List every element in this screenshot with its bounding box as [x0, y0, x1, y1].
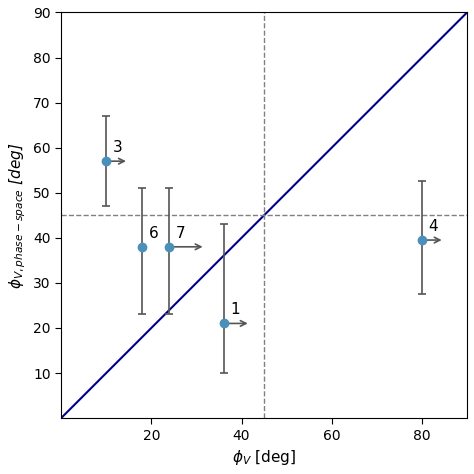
Text: 4: 4 [428, 219, 438, 234]
Text: 3: 3 [113, 140, 123, 155]
Y-axis label: $\phi_{V,phase-space}$ [deg]: $\phi_{V,phase-space}$ [deg] [7, 142, 27, 289]
X-axis label: $\phi_V$ [deg]: $\phi_V$ [deg] [232, 448, 296, 467]
Text: 6: 6 [149, 226, 159, 241]
Text: 7: 7 [176, 226, 186, 241]
Text: 1: 1 [230, 302, 240, 318]
